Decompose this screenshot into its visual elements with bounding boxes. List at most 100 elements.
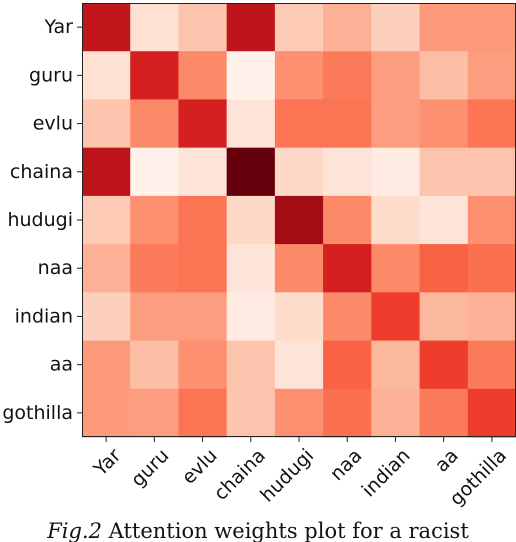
heatmap-cell-gothilla-aa xyxy=(419,388,469,438)
heatmap-cell-evlu-indian xyxy=(371,99,421,149)
heatmap-cell-gothilla-gothilla xyxy=(467,388,516,438)
heatmap-cell-chaina-aa xyxy=(419,147,469,197)
heatmap-cell-hudugi-chaina xyxy=(226,195,276,245)
heatmap-cell-gothilla-guru xyxy=(130,388,179,438)
y-tick-labels: Yar guru evlu chaina hudugi naa indian aa gothil… xyxy=(2,16,73,424)
heatmap-cell-chaina-gothilla xyxy=(467,147,516,197)
heatmap-cell-gothilla-hudugi xyxy=(274,388,324,438)
heatmap-cell-evlu-Yar xyxy=(82,99,131,149)
heatmap-cell-indian-guru xyxy=(130,292,179,342)
figure-caption: Fig.2 Attention weights plot for a racis… xyxy=(0,520,516,542)
heatmap-cells xyxy=(82,3,516,438)
y-tick-label: gothilla xyxy=(2,402,73,424)
y-tick-label: chaina xyxy=(10,161,73,183)
x-tick-label: naa xyxy=(326,445,367,486)
y-tick-label: hudugi xyxy=(7,209,73,231)
heatmap-cell-chaina-guru xyxy=(130,147,179,197)
heatmap-cell-chaina-naa xyxy=(323,147,372,197)
heatmap-cell-indian-aa xyxy=(419,292,469,342)
heatmap-cell-Yar-naa xyxy=(323,3,372,52)
heatmap-cell-aa-naa xyxy=(323,340,372,390)
heatmap-cell-Yar-aa xyxy=(419,3,469,52)
heatmap-cell-naa-aa xyxy=(419,244,469,293)
figure-caption-text: Attention weights plot for a racist xyxy=(102,520,469,542)
y-tick-label: aa xyxy=(50,354,73,376)
heatmap-cell-guru-guru xyxy=(130,51,179,100)
x-tick-label: Yar xyxy=(89,444,126,481)
x-tick-label: indian xyxy=(358,445,415,502)
y-tick-label: Yar xyxy=(44,16,74,38)
heatmap-cell-hudugi-indian xyxy=(371,195,421,245)
heatmap-cell-naa-gothilla xyxy=(467,244,516,293)
y-tick-label: naa xyxy=(38,257,73,279)
heatmap-cell-hudugi-hudugi xyxy=(274,195,324,245)
x-tick-label: evlu xyxy=(178,445,222,489)
heatmap-cell-Yar-evlu xyxy=(178,3,228,52)
heatmap-cell-hudugi-aa xyxy=(419,195,469,245)
heatmap-cell-evlu-naa xyxy=(323,99,372,149)
heatmap-cell-indian-evlu xyxy=(178,292,228,342)
heatmap-cell-evlu-evlu xyxy=(178,99,228,149)
heatmap-cell-naa-guru xyxy=(130,244,179,293)
heatmap-cell-indian-gothilla xyxy=(467,292,516,342)
heatmap-cell-naa-evlu xyxy=(178,244,228,293)
heatmap-cell-guru-aa xyxy=(419,51,469,100)
heatmap-cell-hudugi-Yar xyxy=(82,195,131,245)
heatmap-cell-evlu-gothilla xyxy=(467,99,516,149)
heatmap-cell-chaina-Yar xyxy=(82,147,131,197)
heatmap-cell-evlu-guru xyxy=(130,99,179,149)
heatmap-cell-gothilla-chaina xyxy=(226,388,276,438)
y-tick-label: indian xyxy=(15,305,73,327)
heatmap-cell-aa-gothilla xyxy=(467,340,516,390)
x-tick-label: hudugi xyxy=(256,445,318,507)
heatmap-cell-gothilla-indian xyxy=(371,388,421,438)
heatmap-cell-gothilla-evlu xyxy=(178,388,228,438)
heatmap-cell-guru-gothilla xyxy=(467,51,516,100)
heatmap-cell-evlu-chaina xyxy=(226,99,276,149)
heatmap-cell-evlu-aa xyxy=(419,99,469,149)
heatmap-cell-aa-hudugi xyxy=(274,340,324,390)
heatmap-cell-naa-chaina xyxy=(226,244,276,293)
heatmap-cell-Yar-guru xyxy=(130,3,179,52)
heatmap-cell-gothilla-Yar xyxy=(82,388,131,438)
heatmap-cell-aa-indian xyxy=(371,340,421,390)
heatmap-cell-Yar-gothilla xyxy=(467,3,516,52)
heatmap-cell-Yar-hudugi xyxy=(274,3,324,52)
y-tick-label: evlu xyxy=(33,113,73,135)
heatmap-cell-Yar-Yar xyxy=(82,3,131,52)
heatmap-cell-hudugi-naa xyxy=(323,195,372,245)
heatmap-cell-indian-Yar xyxy=(82,292,131,342)
heatmap-cell-chaina-chaina xyxy=(226,147,276,197)
heatmap-cell-indian-naa xyxy=(323,292,372,342)
heatmap-cell-guru-hudugi xyxy=(274,51,324,100)
heatmap-cell-naa-naa xyxy=(323,244,372,293)
heatmap-cell-guru-Yar xyxy=(82,51,131,100)
heatmap-cell-aa-Yar xyxy=(82,340,131,390)
figure-caption-label: Fig.2 xyxy=(47,520,102,542)
heatmap-cell-guru-chaina xyxy=(226,51,276,100)
axis-ticks xyxy=(77,26,493,442)
heatmap-cell-chaina-indian xyxy=(371,147,421,197)
x-tick-label: guru xyxy=(127,445,174,492)
heatmap-cell-hudugi-evlu xyxy=(178,195,228,245)
heatmap-cell-gothilla-naa xyxy=(323,388,372,438)
heatmap-cell-chaina-hudugi xyxy=(274,147,324,197)
heatmap-cell-guru-naa xyxy=(323,51,372,100)
heatmap-cell-indian-indian xyxy=(371,292,421,342)
heatmap-cell-Yar-chaina xyxy=(226,3,276,52)
heatmap-cell-naa-hudugi xyxy=(274,244,324,293)
heatmap-cell-aa-evlu xyxy=(178,340,228,390)
heatmap-cell-indian-chaina xyxy=(226,292,276,342)
heatmap-cell-aa-guru xyxy=(130,340,179,390)
heatmap-cell-hudugi-guru xyxy=(130,195,179,245)
heatmap-cell-evlu-hudugi xyxy=(274,99,324,149)
heatmap-cell-aa-aa xyxy=(419,340,469,390)
heatmap-cell-guru-indian xyxy=(371,51,421,100)
heatmap-cell-chaina-evlu xyxy=(178,147,228,197)
x-tick-label: aa xyxy=(431,445,463,477)
heatmap-cell-naa-indian xyxy=(371,244,421,293)
heatmap-cell-naa-Yar xyxy=(82,244,131,293)
